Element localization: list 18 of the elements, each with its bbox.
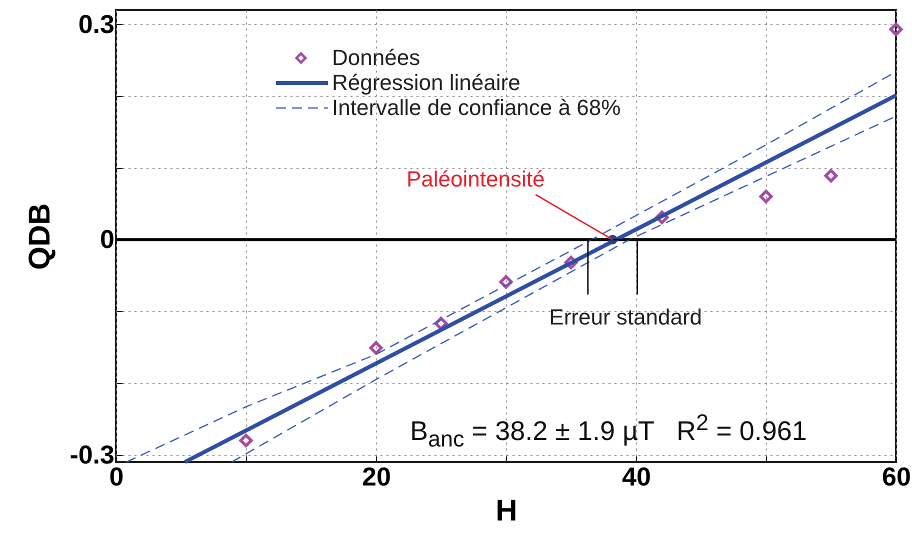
x-tick-label: 40 — [622, 462, 651, 492]
legend-label: Données — [332, 45, 420, 70]
y-axis-title: QDB — [24, 203, 57, 270]
annotation: Paléointensité — [406, 166, 545, 192]
x-tick-label: 60 — [882, 462, 911, 492]
x-tick-label: 20 — [362, 462, 391, 492]
point — [759, 190, 773, 204]
point — [889, 22, 903, 36]
point — [824, 168, 838, 182]
annotation: Erreur standard — [549, 304, 702, 330]
point — [239, 434, 253, 448]
annotation: B$_{anc}$ = 38.2 ± 1.9 µT R$^{2}$ = 0.961 — [410, 410, 807, 452]
legend-label: Intervalle de confiance à 68% — [332, 95, 621, 120]
point — [369, 341, 383, 355]
legend-label: Régression linéaire — [332, 70, 520, 95]
x-axis-title: H — [496, 494, 518, 528]
y-tick-label: 0 — [100, 224, 114, 254]
y-tick-label: 0.3 — [78, 8, 114, 39]
